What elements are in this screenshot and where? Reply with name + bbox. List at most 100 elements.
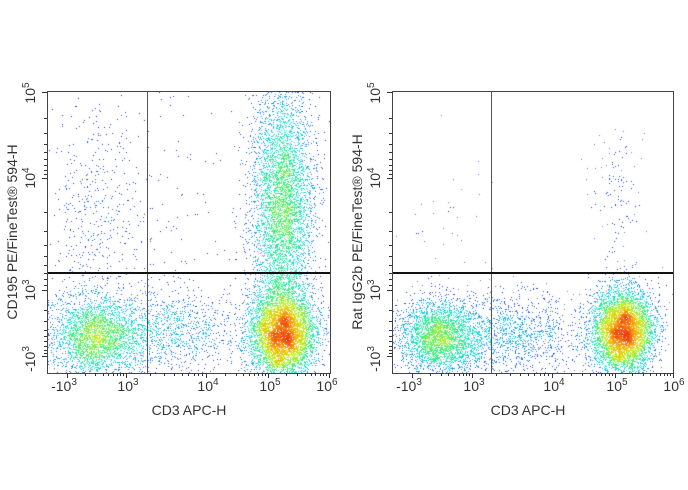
tick-mark — [389, 256, 392, 257]
density-canvas — [48, 92, 330, 373]
tick-mark — [463, 373, 464, 376]
tick-mark — [44, 346, 47, 347]
y-tick-label: -103 — [366, 346, 383, 372]
x-tick-label: 105 — [259, 377, 281, 394]
tick-mark — [297, 373, 298, 376]
tick-mark — [117, 373, 118, 376]
tick-mark — [286, 373, 287, 376]
x-tick-label: 106 — [663, 377, 685, 394]
tick-mark — [258, 373, 259, 376]
tick-mark — [656, 373, 657, 376]
tick-mark — [643, 373, 644, 376]
tick-mark — [520, 373, 521, 376]
quadrant-vertical-gate[interactable] — [491, 92, 492, 373]
tick-mark — [412, 373, 413, 378]
tick-mark — [389, 265, 392, 266]
tick-mark — [225, 373, 226, 376]
tick-mark — [44, 353, 47, 354]
y-tick-label: 105 — [366, 82, 383, 104]
tick-mark — [305, 373, 306, 376]
tick-mark — [44, 165, 47, 166]
tick-mark — [673, 373, 674, 378]
tick-mark — [430, 373, 431, 376]
tick-mark — [44, 152, 47, 153]
tick-mark — [44, 144, 47, 145]
tick-mark — [389, 245, 392, 246]
tick-mark — [254, 373, 255, 376]
density-plot — [392, 91, 674, 374]
tick-mark — [389, 118, 392, 119]
x-tick-label: 106 — [316, 377, 338, 394]
tick-mark — [44, 212, 47, 213]
tick-mark — [590, 373, 591, 376]
y-axis-title: Rat IgG2b PE/FineTest® 594-H — [349, 134, 365, 330]
y-tick-label: 104 — [366, 167, 383, 189]
tick-mark — [326, 373, 327, 376]
tick-mark — [262, 373, 263, 376]
y-tick-label: 103 — [21, 279, 38, 301]
tick-mark — [469, 373, 470, 376]
tick-mark — [605, 373, 606, 376]
tick-mark — [389, 336, 392, 337]
tick-mark — [329, 373, 330, 378]
tick-mark — [454, 373, 455, 376]
x-axis-title: CD3 APC-H — [490, 402, 566, 418]
tick-mark — [85, 373, 86, 376]
tick-mark — [311, 373, 312, 376]
x-axis-title: CD3 APC-H — [151, 402, 227, 418]
tick-mark — [44, 279, 47, 280]
tick-mark — [202, 373, 203, 376]
density-plot — [47, 91, 331, 374]
tick-mark — [236, 373, 237, 376]
tick-mark — [323, 373, 324, 376]
tick-mark — [389, 170, 392, 171]
tick-mark — [472, 373, 473, 378]
tick-mark — [44, 273, 47, 274]
tick-mark — [44, 231, 47, 232]
tick-mark — [534, 373, 535, 376]
x-tick-label: 103 — [117, 377, 139, 394]
quadrant-horizontal-gate[interactable] — [393, 272, 673, 274]
tick-mark — [44, 330, 47, 331]
tick-mark — [389, 165, 392, 166]
tick-mark — [389, 273, 392, 274]
tick-mark — [320, 373, 321, 376]
tick-mark — [670, 373, 671, 376]
density-canvas — [393, 92, 673, 373]
tick-mark — [206, 373, 207, 378]
tick-mark — [182, 373, 183, 376]
tick-mark — [389, 353, 392, 354]
y-tick-label: 105 — [21, 82, 38, 104]
tick-mark — [612, 373, 613, 376]
tick-mark — [448, 373, 449, 376]
tick-mark — [389, 144, 392, 145]
tick-mark — [441, 373, 442, 376]
tick-mark — [389, 231, 392, 232]
tick-mark — [164, 373, 165, 376]
quadrant-vertical-gate[interactable] — [147, 92, 148, 373]
tick-mark — [126, 373, 127, 378]
tick-mark — [120, 373, 121, 376]
tick-mark — [389, 285, 392, 286]
tick-mark — [315, 373, 316, 376]
x-tick-label: 103 — [463, 377, 485, 394]
tick-mark — [389, 133, 392, 134]
tick-mark — [389, 279, 392, 280]
tick-mark — [188, 373, 189, 376]
tick-mark — [174, 373, 175, 376]
tick-mark — [44, 310, 47, 311]
y-tick-label: 104 — [21, 167, 38, 189]
tick-mark — [548, 373, 549, 376]
tick-mark — [510, 373, 511, 376]
tick-mark — [67, 373, 68, 378]
tick-mark — [95, 373, 96, 376]
tick-mark — [571, 373, 572, 376]
quadrant-horizontal-gate[interactable] — [48, 272, 330, 274]
tick-mark — [389, 152, 392, 153]
tick-mark — [44, 321, 47, 322]
tick-mark — [389, 212, 392, 213]
y-tick-label: -103 — [21, 346, 38, 372]
tick-mark — [540, 373, 541, 376]
tick-mark — [389, 159, 392, 160]
tick-mark — [123, 373, 124, 376]
